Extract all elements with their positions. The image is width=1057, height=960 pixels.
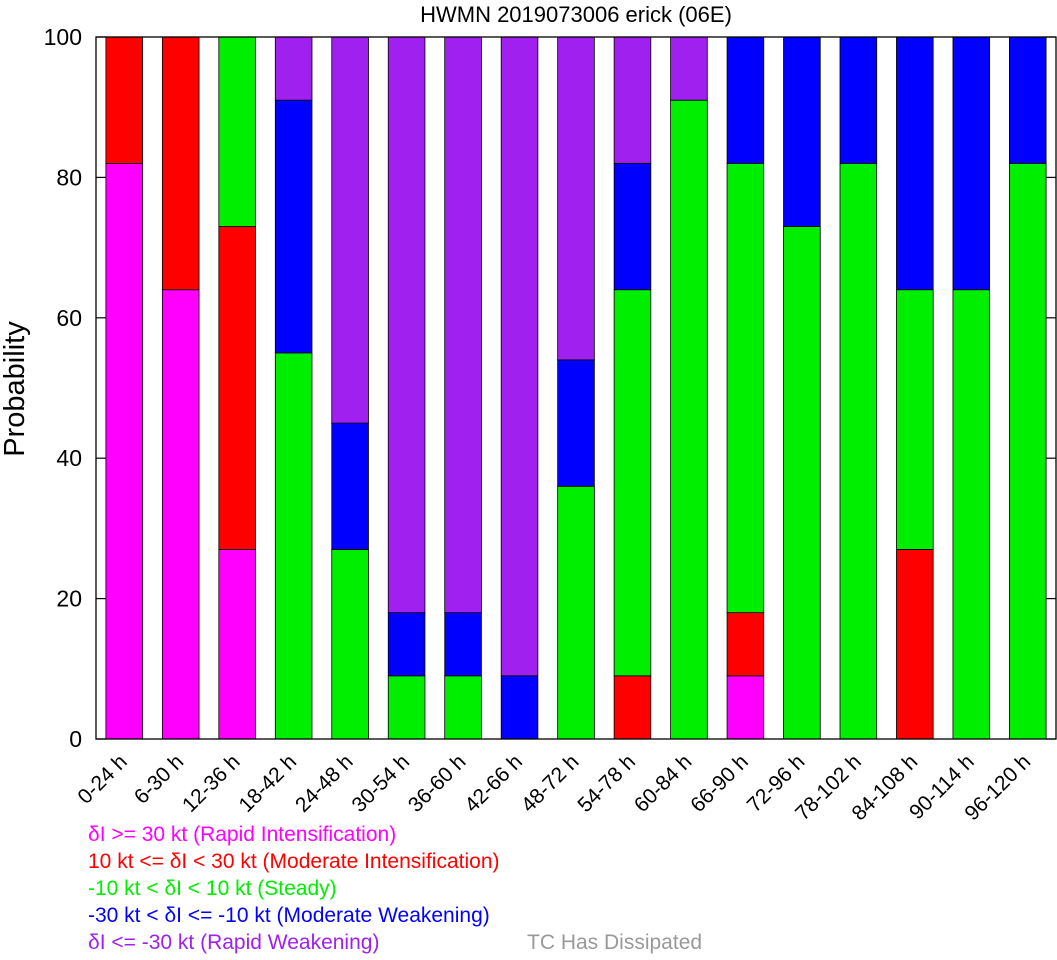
bar-segment-6-30h-s1 [161,36,200,291]
y-tick-label: 80 [56,164,82,190]
x-tick-label: 42-66 h [460,750,527,817]
x-tick-label: 66-90 h [686,750,753,817]
bar-segment-36-60h-s3 [444,612,482,677]
legend-entry-rapid-intensification: δI >= 30 kt (Rapid Intensification) [88,823,397,846]
bar-segment-12-36h-s2 [218,36,256,227]
legend-entry-moderate-weakening: -30 kt < δI <= -10 kt (Moderate Weakenin… [88,904,490,927]
bar-segment-24-48h-s3 [331,422,369,550]
legend-entry-rapid-weakening: δI <= -30 kt (Rapid Weakening) [88,931,380,954]
bar-segment-54-78h-s4 [613,36,652,164]
bar-segment-12-36h-s0 [218,549,256,740]
bar-segment-30-54h-s4 [387,36,426,614]
bar-segment-90-114h-s2 [952,289,991,740]
plot-frame [95,36,1057,740]
bar-segment-30-54h-s2 [387,675,426,740]
bar-segment-72-96h-s2 [783,226,821,740]
bar-segment-66-90h-s0 [726,675,765,740]
x-tick-label: 24-48 h [291,750,358,817]
bar-segment-18-42h-s4 [274,36,313,101]
bar-segment-84-108h-s1 [896,549,934,740]
x-tick-label: 0-24 h [73,750,131,808]
bar-segment-48-72h-s4 [557,36,595,361]
x-tick-label: 60-84 h [630,750,697,817]
bar-segment-96-120h-s2 [1009,162,1047,740]
bar-segment-54-78h-s2 [613,289,652,677]
bar-segment-54-78h-s1 [613,675,652,740]
bar-segment-66-90h-s2 [726,162,765,614]
bar-segment-12-36h-s1 [218,226,256,550]
y-axis: 0 20 40 60 80 100 [44,24,1056,752]
bar-segment-24-48h-s2 [331,549,369,740]
y-tick-label: 100 [44,24,82,50]
bar-segment-6-30h-s0 [161,289,200,740]
legend-entry-steady: -10 kt < δI < 10 kt (Steady) [88,877,337,900]
y-tick-label: 20 [56,586,82,612]
bar-segment-42-66h-s3 [500,675,539,740]
bar-segment-18-42h-s2 [274,352,313,740]
legend-entry-moderate-intensification: 10 kt <= δI < 30 kt (Moderate Intensific… [88,850,500,873]
x-tick-label: 30-54 h [347,750,414,817]
y-tick-label: 0 [69,726,82,752]
y-tick-label: 60 [56,305,82,331]
bar-segment-66-90h-s3 [726,36,765,164]
bar-segment-84-108h-s2 [896,289,934,550]
bar-segment-30-54h-s3 [387,612,426,677]
bar-segment-90-114h-s3 [952,36,991,291]
chart-title: HWMN 2019073006 erick (06E) [420,2,732,27]
x-tick-label: 36-60 h [404,750,471,817]
bar-segment-78-102h-s3 [839,36,878,164]
legend-entry-dissipated: TC Has Dissipated [527,931,703,954]
bar-segment-42-66h-s4 [500,36,539,677]
bar-segment-36-60h-s4 [444,36,482,614]
bar-segment-48-72h-s2 [557,485,595,740]
y-tick-label: 40 [56,445,82,471]
bar-segment-72-96h-s3 [783,36,821,227]
bar-segment-78-102h-s2 [839,162,878,740]
bar-segment-0-24h-s0 [105,162,143,740]
bar-segment-18-42h-s3 [274,99,313,354]
x-tick-label: 54-78 h [573,750,640,817]
bar-segment-60-84h-s2 [670,99,708,740]
x-tick-label: 48-72 h [517,750,584,817]
bar-segment-84-108h-s3 [896,36,934,291]
bar-segment-48-72h-s3 [557,359,595,487]
x-tick-label: 12-36 h [178,750,245,817]
bar-segment-36-60h-s2 [444,675,482,740]
bars-layer [105,36,1047,740]
x-tick-label: 18-42 h [235,750,302,817]
bar-segment-96-120h-s3 [1009,36,1047,164]
bar-segment-66-90h-s1 [726,612,765,677]
bar-segment-24-48h-s4 [331,36,369,424]
x-axis: 0-24 h6-30 h12-36 h18-42 h24-48 h30-54 h… [73,750,1035,825]
bar-segment-60-84h-s4 [670,36,708,101]
bar-segment-0-24h-s1 [105,36,143,164]
y-axis-label: Probability [0,321,31,457]
bar-segment-54-78h-s3 [613,162,652,291]
